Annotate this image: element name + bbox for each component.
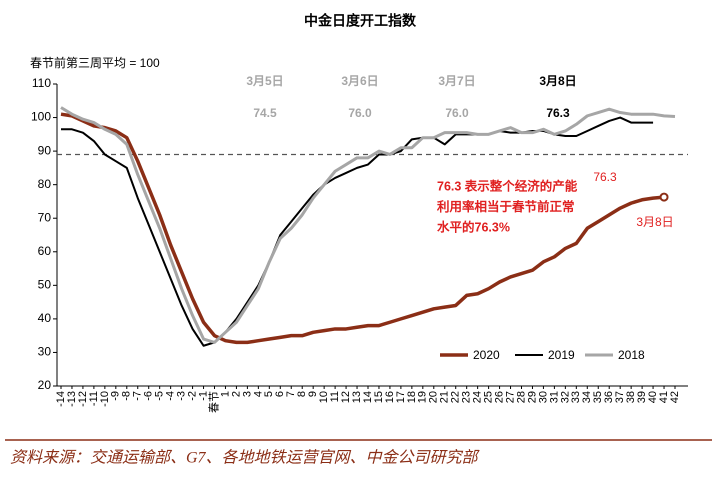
x-tick-label: -12 <box>77 391 89 407</box>
end-date: 3月8日 <box>636 215 673 229</box>
x-tick-label: 42 <box>669 391 681 403</box>
x-tick-label: 32 <box>559 391 571 403</box>
legend-label: 2018 <box>618 348 645 362</box>
x-tick-label: 21 <box>439 391 451 403</box>
x-tick-label: 12 <box>340 391 352 403</box>
x-tick-label: 25 <box>483 391 495 403</box>
x-tick-label: 15 <box>373 391 385 403</box>
x-tick-label: 11 <box>329 391 341 402</box>
date-label: 3月5日 <box>246 74 283 88</box>
x-tick-label: -4 <box>165 391 177 401</box>
date-label: 3月6日 <box>341 74 378 88</box>
x-tick-label: 22 <box>450 391 462 403</box>
x-tick-label: 3 <box>241 391 253 397</box>
date-value: 76.0 <box>348 106 372 120</box>
series-line <box>61 116 654 347</box>
y-tick-label: 40 <box>38 311 52 325</box>
x-tick-label: 9 <box>307 391 319 397</box>
y-axis-label: 春节前第三周平均 = 100 <box>30 55 160 70</box>
x-tick-label: 14 <box>362 391 374 403</box>
y-tick-label: 60 <box>38 244 52 258</box>
end-marker <box>659 192 669 202</box>
y-tick-label: 100 <box>31 110 51 124</box>
x-tick-label: -6 <box>143 391 155 401</box>
x-tick-label: -14 <box>55 391 67 407</box>
x-tick-label: 28 <box>515 391 527 403</box>
y-tick-label: 20 <box>38 378 52 392</box>
note-line: 水平的76.3% <box>437 219 510 234</box>
end-value: 76.3 <box>593 170 617 184</box>
x-tick-label: 39 <box>636 391 648 403</box>
x-tick-label: 38 <box>625 391 637 403</box>
chart-title: 中金日度开工指数 <box>304 13 417 29</box>
x-tick-label: -8 <box>121 391 133 401</box>
note-line: 76.3 表示整个经济的产能 <box>437 178 578 193</box>
series-line <box>60 112 665 345</box>
date-value: 74.5 <box>253 106 277 120</box>
y-tick-label: 50 <box>38 278 52 292</box>
x-tick-label: -3 <box>176 391 188 401</box>
x-tick-label: 5 <box>263 391 275 397</box>
date-label: 3月7日 <box>438 74 475 88</box>
x-tick-label: -7 <box>132 391 144 401</box>
y-tick-label: 80 <box>38 177 52 191</box>
x-tick-label: 30 <box>537 391 549 403</box>
x-tick-label: 36 <box>603 391 615 403</box>
x-tick-label: 7 <box>285 391 297 397</box>
y-tick-label: 110 <box>32 76 51 90</box>
x-tick-label: 41 <box>658 391 670 403</box>
x-tick-label: -2 <box>186 391 198 401</box>
x-tick-label: -10 <box>99 391 111 407</box>
x-tick-label: 1 <box>219 391 231 397</box>
x-tick-label: 6 <box>274 391 286 397</box>
x-tick-label: 2 <box>230 391 242 397</box>
x-tick-label: 19 <box>417 391 429 403</box>
x-tick-label: 17 <box>395 391 407 403</box>
x-tick-label: 16 <box>384 391 396 403</box>
x-tick-label: 24 <box>472 391 484 403</box>
x-tick-label: 29 <box>526 391 538 403</box>
source: 资料来源：交通运输部、G7、各地地铁运营官网、中金公司研究部 <box>10 449 481 467</box>
legend-label: 2019 <box>548 348 575 362</box>
date-label: 3月8日 <box>539 74 576 88</box>
x-tick-label: -13 <box>66 391 78 407</box>
x-tick-label: 8 <box>296 391 308 397</box>
y-tick-label: 90 <box>38 143 52 157</box>
x-tick-label: 26 <box>493 391 505 403</box>
x-tick-label: 13 <box>351 391 363 403</box>
x-tick-label: 10 <box>318 391 330 403</box>
note-line: 利用率相当于春节前正常 <box>437 199 575 214</box>
x-tick-label: 33 <box>570 391 582 403</box>
x-tick-label: -9 <box>110 391 122 401</box>
x-tick-label: 40 <box>647 391 659 403</box>
x-tick-label: 春节 <box>207 391 220 413</box>
x-tick-label: 4 <box>252 391 264 397</box>
x-tick-label: 27 <box>504 391 516 403</box>
x-tick-label: 23 <box>461 391 473 403</box>
x-tick-label: 35 <box>592 391 604 403</box>
x-tick-label: -1 <box>197 391 209 401</box>
legend-label: 2020 <box>473 348 500 362</box>
date-value: 76.3 <box>546 106 570 120</box>
x-tick-label: 18 <box>406 391 418 403</box>
y-tick-label: 70 <box>38 210 52 224</box>
x-tick-label: 31 <box>548 391 560 403</box>
x-tick-label: 34 <box>581 391 593 403</box>
series-line <box>60 106 676 344</box>
y-tick-label: 30 <box>38 345 52 359</box>
x-tick-label: -5 <box>154 391 166 401</box>
date-value: 76.0 <box>445 106 469 120</box>
x-tick-label: -11 <box>88 391 100 406</box>
x-tick-label: 37 <box>614 391 626 403</box>
x-tick-label: 20 <box>428 391 440 403</box>
